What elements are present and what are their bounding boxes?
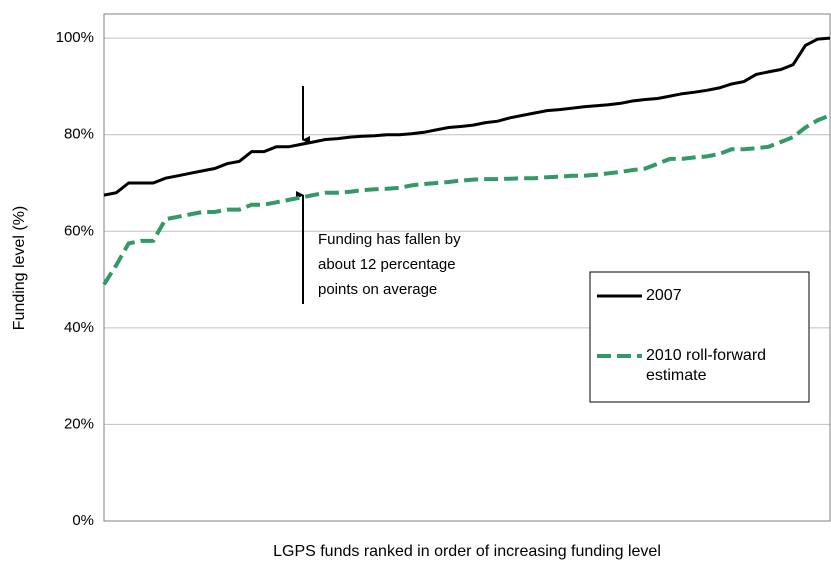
legend-label: 2010 roll-forward estimate [646, 347, 767, 384]
y-tick-label: 100% [56, 29, 94, 46]
legend-label: 2007 [646, 287, 682, 304]
annotation: points on average [318, 281, 437, 298]
plot-frame [103, 13, 831, 522]
legend-box [589, 271, 810, 403]
series-line [103, 36, 831, 197]
annotation: about 12 percentage [318, 256, 456, 273]
y-tick-label: 20% [64, 415, 94, 432]
annotation: Funding has fallen by [318, 231, 461, 248]
series-line [102, 113, 831, 286]
y-tick-label: 80% [64, 126, 94, 143]
y-tick-label: 60% [64, 222, 94, 239]
x-axis-label: LGPS funds ranked in order of increasing… [273, 543, 661, 560]
y-tick-label: 40% [64, 319, 94, 336]
y-axis-label: Funding level (%) [11, 206, 28, 331]
y-tick-label: 0% [72, 512, 94, 529]
